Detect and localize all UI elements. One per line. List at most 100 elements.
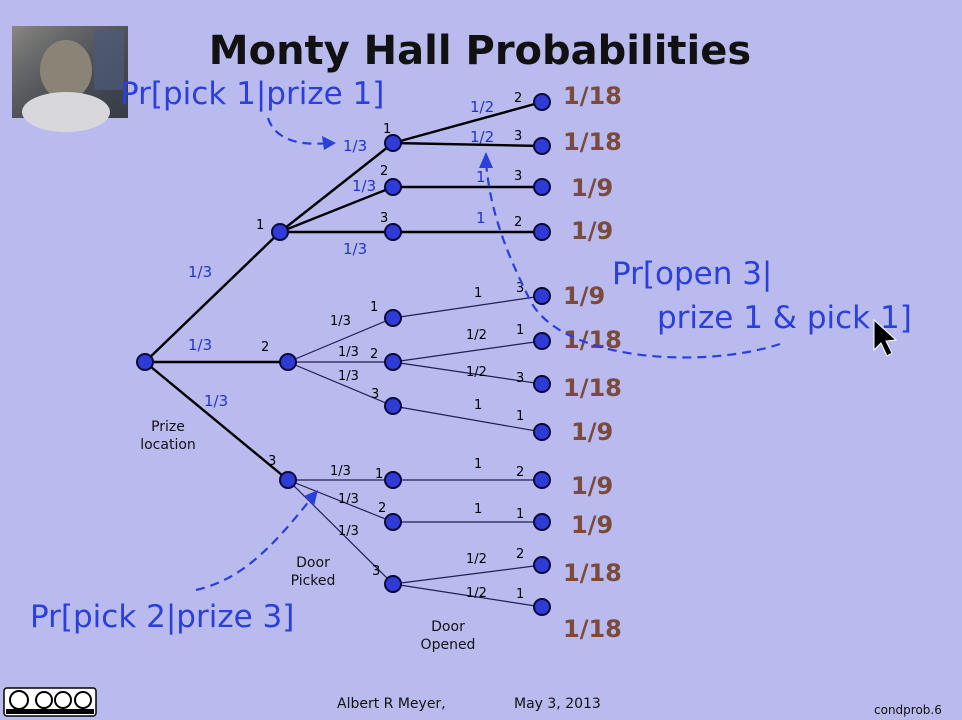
pick-prob: 1/3 <box>352 177 376 195</box>
leaf-node <box>533 93 551 111</box>
leaf-prob: 1/9 <box>571 418 613 446</box>
license-badge-icon <box>3 687 97 717</box>
open-prob: 1/2 <box>470 128 494 146</box>
leaf-node <box>533 223 551 241</box>
open-prob: 1/2 <box>466 586 487 601</box>
open-prob: 1 <box>476 209 486 227</box>
open-label: 3 <box>514 169 522 184</box>
prize-label-1: 1 <box>256 218 264 233</box>
open-label: 1 <box>516 323 524 338</box>
open-prob: 1/2 <box>470 98 494 116</box>
leaf-node <box>533 375 551 393</box>
pick-node <box>384 575 402 593</box>
caption-door-opened-line2: Opened <box>421 637 476 653</box>
pick-label: 1 <box>383 122 391 137</box>
open-prob: 1 <box>476 168 486 186</box>
leaf-prob: 1/18 <box>563 128 622 156</box>
prize-prob-1: 1/3 <box>188 263 212 281</box>
tree-edges-thin <box>287 295 543 608</box>
presenter-webcam <box>12 26 128 132</box>
pick-prob: 1/3 <box>338 524 359 539</box>
open-label: 2 <box>514 91 522 106</box>
open-prob: 1 <box>474 398 482 413</box>
open-prob: 1 <box>474 502 482 517</box>
prize-label-3: 3 <box>268 454 276 469</box>
pick-node <box>384 471 402 489</box>
tree-edges-main <box>144 100 543 481</box>
open-prob: 1/2 <box>466 365 487 380</box>
prize-node-1 <box>271 223 289 241</box>
footer-author: Albert R Meyer, <box>337 696 446 712</box>
open-prob: 1 <box>474 286 482 301</box>
pick-label: 2 <box>380 164 388 179</box>
prize-prob-2: 1/3 <box>188 336 212 354</box>
leaf-node <box>533 556 551 574</box>
open-label: 1 <box>516 587 524 602</box>
caption-door-picked-line2: Picked <box>291 573 336 589</box>
leaf-prob: 1/9 <box>571 511 613 539</box>
leaf-node <box>533 178 551 196</box>
prize-label-2: 2 <box>261 340 269 355</box>
prize-prob-3: 1/3 <box>204 392 228 410</box>
callout-open3-line2: prize 1 & pick 1] <box>657 300 912 336</box>
pick-node <box>384 353 402 371</box>
leaf-prob: 1/9 <box>571 217 613 245</box>
pick-label: 2 <box>370 347 378 362</box>
open-label: 3 <box>516 371 524 386</box>
pick-prob: 1/3 <box>338 345 359 360</box>
leaf-prob: 1/9 <box>571 174 613 202</box>
open-label: 2 <box>516 547 524 562</box>
callout-arrows <box>195 117 781 592</box>
mouse-cursor-icon <box>873 318 898 357</box>
leaf-node <box>533 598 551 616</box>
pick-node <box>384 223 402 241</box>
leaf-node <box>533 287 551 305</box>
open-prob: 1/2 <box>466 328 487 343</box>
leaf-node <box>533 513 551 531</box>
open-label: 2 <box>514 215 522 230</box>
prize-node-3 <box>279 471 297 489</box>
open-label: 1 <box>516 409 524 424</box>
pick-label: 3 <box>372 564 380 579</box>
pick-label: 1 <box>375 467 383 482</box>
open-prob: 1 <box>474 457 482 472</box>
caption-prize-location-line2: location <box>140 437 196 453</box>
leaf-prob: 1/18 <box>563 374 622 402</box>
root-node <box>136 353 154 371</box>
leaf-node <box>533 423 551 441</box>
pick-label: 1 <box>370 300 378 315</box>
pick-prob: 1/3 <box>330 464 351 479</box>
tree-nodes <box>136 93 551 616</box>
open-label: 3 <box>514 129 522 144</box>
pick-node <box>384 397 402 415</box>
callout-pick2-prize3: Pr[pick 2|prize 3] <box>30 599 294 635</box>
pick-node <box>384 178 402 196</box>
open-prob: 1/2 <box>466 552 487 567</box>
callout-open3-line1: Pr[open 3| <box>612 256 772 292</box>
pick-label: 3 <box>380 211 388 226</box>
pick-node <box>384 134 402 152</box>
caption-door-opened-line1: Door <box>431 619 465 635</box>
open-label: 1 <box>516 507 524 522</box>
pick-label: 2 <box>378 501 386 516</box>
pick-prob: 1/3 <box>343 240 367 258</box>
open-label: 3 <box>516 281 524 296</box>
leaf-prob: 1/9 <box>571 472 613 500</box>
pick-node <box>384 513 402 531</box>
open-label: 2 <box>516 465 524 480</box>
prize-node-2 <box>279 353 297 371</box>
pick-node <box>384 309 402 327</box>
pick-prob: 1/3 <box>338 492 359 507</box>
caption-prize-location-line1: Prize <box>151 419 185 435</box>
pick-prob: 1/3 <box>343 137 367 155</box>
leaf-node <box>533 332 551 350</box>
leaf-node <box>533 471 551 489</box>
leaf-prob: 1/18 <box>563 615 622 643</box>
leaf-node <box>533 137 551 155</box>
leaf-prob: 1/9 <box>563 282 605 310</box>
pick-label: 3 <box>371 387 379 402</box>
pick-prob: 1/3 <box>330 314 351 329</box>
callout-pick1-prize1: Pr[pick 1|prize 1] <box>120 76 384 112</box>
footer-date: May 3, 2013 <box>514 696 601 712</box>
